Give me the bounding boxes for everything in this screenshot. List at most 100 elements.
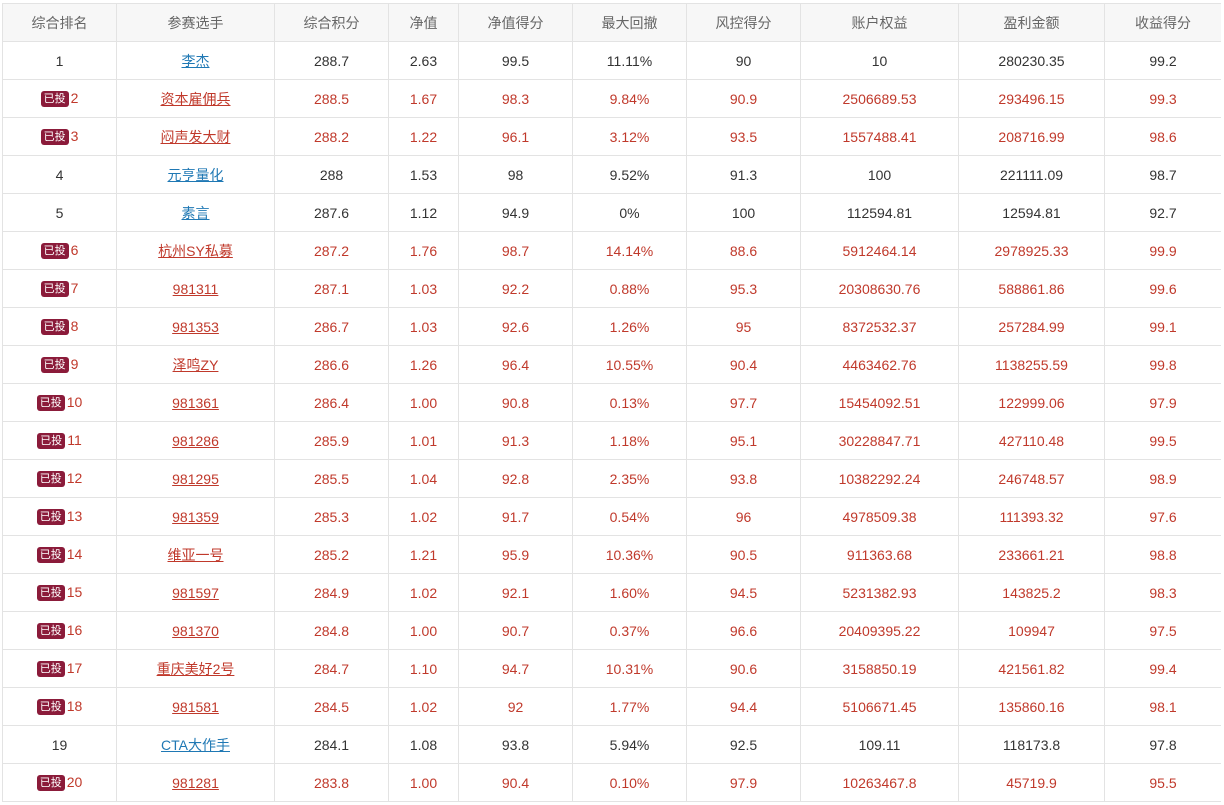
invested-badge: 已投 [40,129,69,145]
player-link[interactable]: 981353 [172,318,219,335]
equity-cell: 15454092.51 [800,383,959,422]
risk-score-cell: 94.5 [686,573,801,612]
equity-cell: 2506689.53 [800,79,959,118]
max-drawdown-cell: 1.60% [572,573,687,612]
player-header[interactable]: 参赛选手 [116,3,275,42]
table-row: 已投 16 981370 284.8 1.00 90.7 0.37% 96.6 20409395… [2,611,1221,650]
profit-cell: 45719.9 [958,763,1105,802]
table-row: 已投 11 981286 285.9 1.01 91.3 1.18% 95.1 30228847… [2,421,1221,460]
player-link[interactable]: 981359 [172,508,219,525]
score-cell: 284.7 [274,649,389,688]
rank-cell: 已投 20 [2,763,117,802]
table-row: 已投 12 981295 285.5 1.04 92.8 2.35% 93.8 10382292… [2,459,1221,498]
invested-badge: 已投 [36,699,65,715]
nav-score-cell: 92 [458,687,573,726]
equity-header[interactable]: 账户权益 [800,3,959,42]
table-row: 4 元亨量化 288 1.53 98 9.52% 91.3 100 221111.09 98.7 [2,155,1221,194]
max-drawdown-cell: 9.84% [572,79,687,118]
equity-cell: 20409395.22 [800,611,959,650]
return-score-cell: 97.5 [1104,611,1221,650]
risk-score-cell: 88.6 [686,231,801,270]
score-header[interactable]: 综合积分 [274,3,389,42]
player-cell: 元亨量化 [116,155,275,194]
nav-cell: 1.04 [388,459,459,498]
nav-cell: 1.02 [388,497,459,536]
rank-value: 11 [67,432,82,448]
nav-cell: 1.03 [388,307,459,346]
player-link[interactable]: 981281 [172,774,219,791]
player-link[interactable]: 泽鸣ZY [172,356,219,373]
rank-header[interactable]: 综合排名 [2,3,117,42]
player-cell: 981286 [116,421,275,460]
invested-badge: 已投 [40,319,69,335]
player-link[interactable]: 杭州SY私募 [158,242,233,259]
score-cell: 286.4 [274,383,389,422]
invested-badge: 已投 [36,547,65,563]
player-link[interactable]: 981286 [172,432,219,449]
player-link[interactable]: 闷声发大财 [160,128,231,145]
profit-cell: 221111.09 [958,155,1105,194]
score-cell: 286.7 [274,307,389,346]
invested-badge: 已投 [40,357,69,373]
player-link[interactable]: 李杰 [181,52,210,69]
max-drawdown-cell: 0.10% [572,763,687,802]
nav-cell: 1.02 [388,573,459,612]
equity-cell: 109.11 [800,725,959,764]
nav-header[interactable]: 净值 [388,3,459,42]
table-row: 5 素言 287.6 1.12 94.9 0% 100 112594.81 12594.81 92… [2,193,1221,232]
max-drawdown-header[interactable]: 最大回撤 [572,3,687,42]
player-cell: 981353 [116,307,275,346]
player-cell: CTA大作手 [116,725,275,764]
player-link[interactable]: 资本雇佣兵 [160,90,231,107]
player-link[interactable]: 981581 [172,698,219,715]
max-drawdown-cell: 1.18% [572,421,687,460]
profit-cell: 2978925.33 [958,231,1105,270]
player-link[interactable]: 981295 [172,470,219,487]
rank-value: 14 [66,546,83,562]
max-drawdown-cell: 0.54% [572,497,687,536]
player-link[interactable]: 重庆美好2号 [156,660,235,677]
nav-cell: 1.76 [388,231,459,270]
rank-cell: 已投 10 [2,383,117,422]
profit-cell: 421561.82 [958,649,1105,688]
player-link[interactable]: 981361 [172,394,219,411]
player-link[interactable]: 维亚一号 [167,546,224,563]
invested-badge: 已投 [36,775,65,791]
rank-cell: 1 [2,41,117,80]
nav-score-cell: 90.8 [458,383,573,422]
nav-score-cell: 98 [458,155,573,194]
ranking-table: 综合排名 参赛选手 综合积分 净值 净值得分 最大回撤 风控得分 账户权益 盈利金额 收益得分 1… [2,3,1221,802]
profit-cell: 293496.15 [958,79,1105,118]
rank-value: 3 [70,128,79,144]
risk-score-header[interactable]: 风控得分 [686,3,801,42]
player-link[interactable]: 981311 [172,280,219,297]
score-cell: 284.5 [274,687,389,726]
player-link[interactable]: 素言 [181,204,210,221]
nav-cell: 1.26 [388,345,459,384]
profit-cell: 427110.48 [958,421,1105,460]
equity-cell: 20308630.76 [800,269,959,308]
equity-cell: 30228847.71 [800,421,959,460]
nav-score-header[interactable]: 净值得分 [458,3,573,42]
score-cell: 287.1 [274,269,389,308]
player-cell: 981295 [116,459,275,498]
risk-score-cell: 97.7 [686,383,801,422]
profit-header[interactable]: 盈利金额 [958,3,1105,42]
return-score-header[interactable]: 收益得分 [1104,3,1221,42]
player-link[interactable]: CTA大作手 [161,736,230,753]
nav-cell: 1.02 [388,687,459,726]
rank-value: 1 [55,52,64,69]
max-drawdown-cell: 11.11% [572,41,687,80]
rank-cell: 已投 9 [2,345,117,384]
player-cell: 闷声发大财 [116,117,275,156]
nav-cell: 1.00 [388,383,459,422]
rank-cell: 已投 8 [2,307,117,346]
player-link[interactable]: 元亨量化 [167,166,224,183]
player-link[interactable]: 981370 [172,622,219,639]
table-row: 已投 7 981311 287.1 1.03 92.2 0.88% 95.3 20308630.… [2,269,1221,308]
player-cell: 泽鸣ZY [116,345,275,384]
invested-badge: 已投 [40,243,69,259]
player-link[interactable]: 981597 [172,584,219,601]
score-cell: 285.3 [274,497,389,536]
rank-value: 7 [70,280,79,296]
